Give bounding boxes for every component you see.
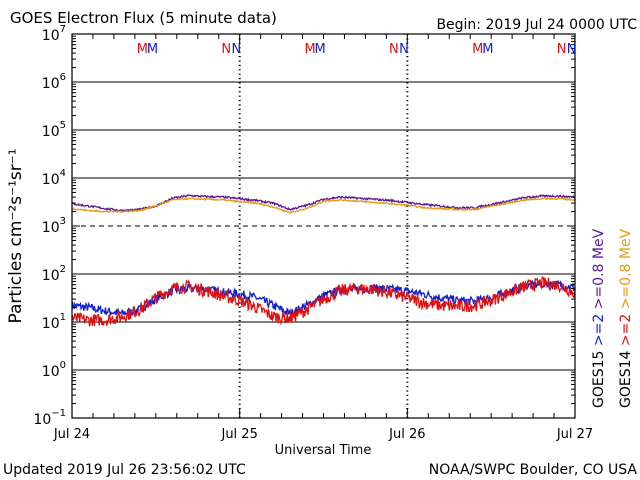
credit-label: NOAA/SWPC Boulder, CO USA [429,462,638,478]
y-tick-base: 10 [42,28,60,44]
x-tick-label: Jul 27 [556,427,593,442]
y-tick-base: 10 [42,316,60,332]
y-tick-exponent: 5 [60,120,66,131]
y-tick-exponent: 7 [60,24,66,35]
series-layer [71,194,576,327]
y-tick-label: 100 [42,360,66,380]
y-tick-label: 107 [42,24,66,44]
updated-label: Updated 2019 Jul 26 23:56:02 UTC [3,462,246,478]
y-tick-base: 10 [42,76,60,92]
eclipse-marker: N [567,42,577,57]
y-tick-base: 10 [42,364,60,380]
eclipse-marker: M [304,42,315,57]
y-tick-label: 105 [42,120,66,140]
eclipse-marker: N [231,42,241,57]
y-tick-base: 10 [42,220,60,236]
legend-goes15: GOES15 >=2 >=0.8 MeV [591,228,607,408]
y-tick-base: 10 [42,268,60,284]
y-tick-exponent: −1 [51,408,66,419]
legend-part: GOES14 [618,350,634,408]
legend-part: >=0.8 MeV [618,228,634,313]
y-tick-exponent: 1 [60,312,66,323]
series-line [71,276,576,327]
grid-lines [72,81,575,371]
y-tick-label: 101 [42,312,66,332]
x-tick-label: Jul 25 [220,427,257,442]
eclipse-marker: M [482,42,493,57]
axis-ticks [71,34,576,419]
y-tick-base: 10 [42,124,60,140]
eclipse-marker: M [147,42,158,57]
y-tick-exponent: 0 [60,360,66,371]
eclipse-marker: N [399,42,409,57]
y-tick-exponent: 3 [60,216,66,227]
eclipse-marker: M [315,42,326,57]
eclipse-marker: M [137,42,148,57]
eclipse-marker: N [557,42,567,57]
y-axis-label: Particles cm⁻²s⁻¹sr⁻¹ [6,148,26,323]
x-tick-label: Jul 26 [388,427,425,442]
eclipse-marker: M [472,42,483,57]
y-tick-label: 10−1 [33,408,66,428]
legend-part: GOES15 [591,351,607,408]
legend-goes14: GOES14 >=2 >=0.8 MeV [618,228,634,408]
y-tick-label: 103 [42,216,66,236]
x-tick-labels: Jul 24 Jul 25 Jul 26 Jul 27 [53,427,593,442]
legend-part: >=2 [591,314,607,351]
y-tick-exponent: 2 [60,264,66,275]
y-tick-exponent: 4 [60,168,66,179]
y-tick-label: 102 [42,264,66,284]
legend-part: >=0.8 MeV [591,228,607,313]
y-tick-base: 10 [42,172,60,188]
eclipse-marker: N [221,42,231,57]
x-tick-label: Jul 24 [53,427,90,442]
eclipse-marker: N [389,42,399,57]
legend-part: >=2 [618,314,634,351]
y-tick-label: 104 [42,168,66,188]
x-axis-label: Universal Time [275,443,372,458]
y-tick-base: 10 [33,412,51,428]
eclipse-markers: MM N N MM N N MM N N [137,42,577,57]
series-line [71,196,576,215]
chart-title: GOES Electron Flux (5 minute data) [10,9,277,27]
begin-label: Begin: 2019 Jul 24 0000 UTC [436,17,637,33]
y-tick-exponent: 6 [60,72,66,83]
y-tick-label: 106 [42,72,66,92]
